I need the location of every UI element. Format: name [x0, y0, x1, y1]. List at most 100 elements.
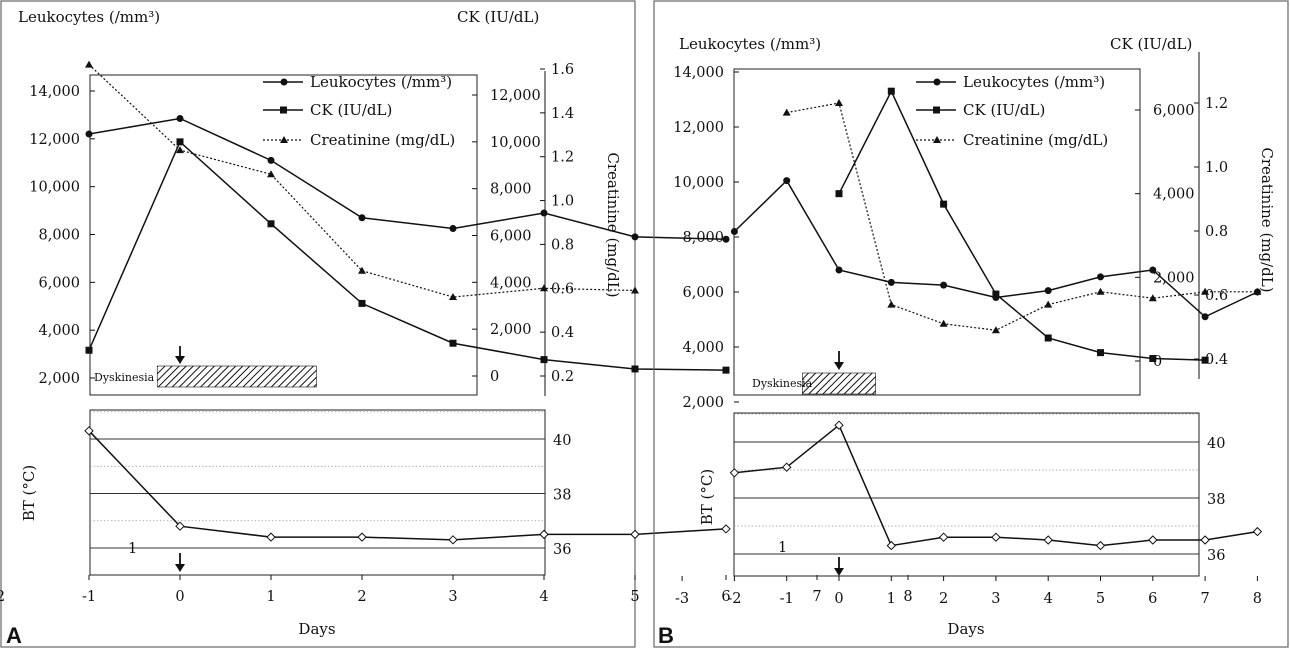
leukocytes-point [358, 214, 366, 222]
legend-ck-label: CK (IU/dL) [310, 101, 392, 119]
panel-b-ck-axis-title: CK (IU/dL) [1110, 35, 1192, 53]
creatinine-line [88, 64, 636, 298]
panel-b-border [653, 0, 1289, 648]
bt-tick-label: 40 [1207, 436, 1225, 452]
x-tick-label: 4 [539, 589, 548, 605]
creatinine-point [1201, 287, 1210, 295]
creatinine-point [991, 326, 1000, 334]
leukocyte-tick-label: 12,000 [673, 120, 724, 136]
creatinine-point [1044, 300, 1053, 308]
leukocytes-point [267, 156, 275, 164]
ck-tick-label: 10,000 [490, 135, 541, 151]
creatinine-tick-label: 0.4 [1205, 352, 1228, 368]
bt-point [630, 529, 640, 540]
leukocyte-tick-label: 6,000 [38, 275, 80, 291]
creatinine-point [176, 146, 184, 154]
ck-tick-label: 0 [1153, 354, 1162, 370]
ck-line [88, 140, 727, 371]
bt-point [175, 521, 185, 531]
creatinine-point [358, 266, 366, 274]
bt-point [991, 532, 1001, 542]
panel-a-border [0, 0, 636, 648]
bt-tick-label: 36 [1207, 548, 1225, 564]
ck-tick-label: 4,000 [490, 275, 532, 291]
bt-point [1095, 540, 1106, 551]
leukocyte-tick-label: 10,000 [673, 175, 724, 191]
ck-point [1201, 356, 1209, 364]
legend-creatinine-marker [933, 136, 941, 143]
x-tick-label: -1 [780, 591, 794, 607]
creatinine-point [540, 284, 548, 292]
ck-point [1044, 334, 1052, 342]
ck-point [631, 365, 639, 373]
leukocytes-point [449, 225, 457, 233]
leukocyte-tick-label: 10,000 [29, 180, 80, 196]
x-tick-label: 2 [357, 589, 366, 605]
creatinine-tick-label: 0.8 [551, 237, 574, 253]
ck-point [940, 200, 948, 208]
x-tick-label: -1 [82, 589, 96, 605]
creatinine-tick-label: 0.8 [1205, 224, 1228, 240]
panel-b: B Leukocytes (/mm³) CK (IU/dL) Creatinin… [653, 0, 1289, 648]
leukocytes-point [887, 278, 895, 286]
x-tick-label: 5 [1096, 591, 1105, 607]
bt-point [1043, 535, 1053, 545]
creatinine-point [1148, 294, 1157, 302]
leukocytes-point [176, 115, 184, 123]
bt-event-arrow-head [834, 568, 844, 576]
x-tick-label: 4 [1044, 591, 1053, 607]
x-tick-label: 3 [991, 591, 1000, 607]
leukocytes-point [835, 266, 843, 274]
dyskinesia-label: Dyskinesia [94, 371, 155, 384]
legend-ck-label: CK (IU/dL) [963, 101, 1045, 119]
legend-leukocytes-marker [280, 78, 288, 86]
leukocytes-point [1149, 266, 1157, 274]
leukocytes-line [88, 117, 727, 241]
ck-point [992, 290, 1000, 298]
panel-b-leukocytes-axis-title: Leukocytes (/mm³) [679, 35, 821, 53]
ck-tick-label: 6,000 [490, 229, 532, 245]
panel-a-letter: A [6, 623, 22, 648]
x-tick-label: 5 [630, 589, 639, 605]
ck-point [887, 87, 895, 95]
leukocytes-point [1097, 273, 1104, 281]
ck-point [1149, 354, 1157, 362]
creatinine-tick-label: 1.4 [551, 106, 574, 122]
bt-point [721, 524, 731, 534]
leukocyte-tick-label: 4,000 [38, 323, 80, 339]
creatinine-line [786, 102, 1258, 331]
x-tick-label: 8 [1253, 591, 1262, 607]
legend-creatinine-label: Creatinine (mg/dL) [963, 131, 1108, 149]
leukocyte-tick-label: 6,000 [682, 285, 724, 301]
leukocytes-point [730, 228, 738, 235]
bt-point [448, 535, 458, 545]
panel-b-legend: Leukocytes (/mm³) CK (IU/dL) Creatinine … [916, 73, 1108, 149]
ck-tick-label: 4,000 [1153, 187, 1195, 203]
bt-point [781, 462, 792, 472]
x-tick-label: 7 [812, 589, 821, 605]
panel-b-x-axis-title: Days [947, 620, 984, 638]
x-tick-label: 2 [939, 591, 948, 607]
leukocytes-point [540, 209, 548, 217]
bt-marker-label: 1 [128, 541, 137, 557]
ck-point [85, 346, 93, 354]
creatinine-point [85, 60, 93, 68]
x-tick-label: -2 [727, 591, 741, 607]
leukocytes-point [722, 235, 730, 243]
leukocytes-point [631, 233, 639, 241]
dyskinesia-bar [156, 365, 317, 388]
creatinine-point [782, 108, 791, 116]
creatinine-tick-label: 1.0 [1205, 160, 1228, 176]
creatinine-tick-label: 0.4 [551, 325, 574, 341]
panel-a-legend: Leukocytes (/mm³) CK (IU/dL) Creatinine … [263, 73, 455, 149]
leukocyte-tick-label: 14,000 [673, 65, 724, 81]
legend-leukocytes-label: Leukocytes (/mm³) [963, 73, 1105, 91]
leukocytes-point [1201, 313, 1209, 321]
creatinine-point [887, 300, 896, 308]
creatinine-point [939, 319, 948, 327]
bt-marker-label: 1 [778, 540, 787, 556]
bt-point [84, 426, 94, 436]
panel-a-leukocytes-axis-title: Leukocytes (/mm³) [18, 8, 160, 26]
leukocyte-tick-label: 8,000 [38, 228, 80, 244]
